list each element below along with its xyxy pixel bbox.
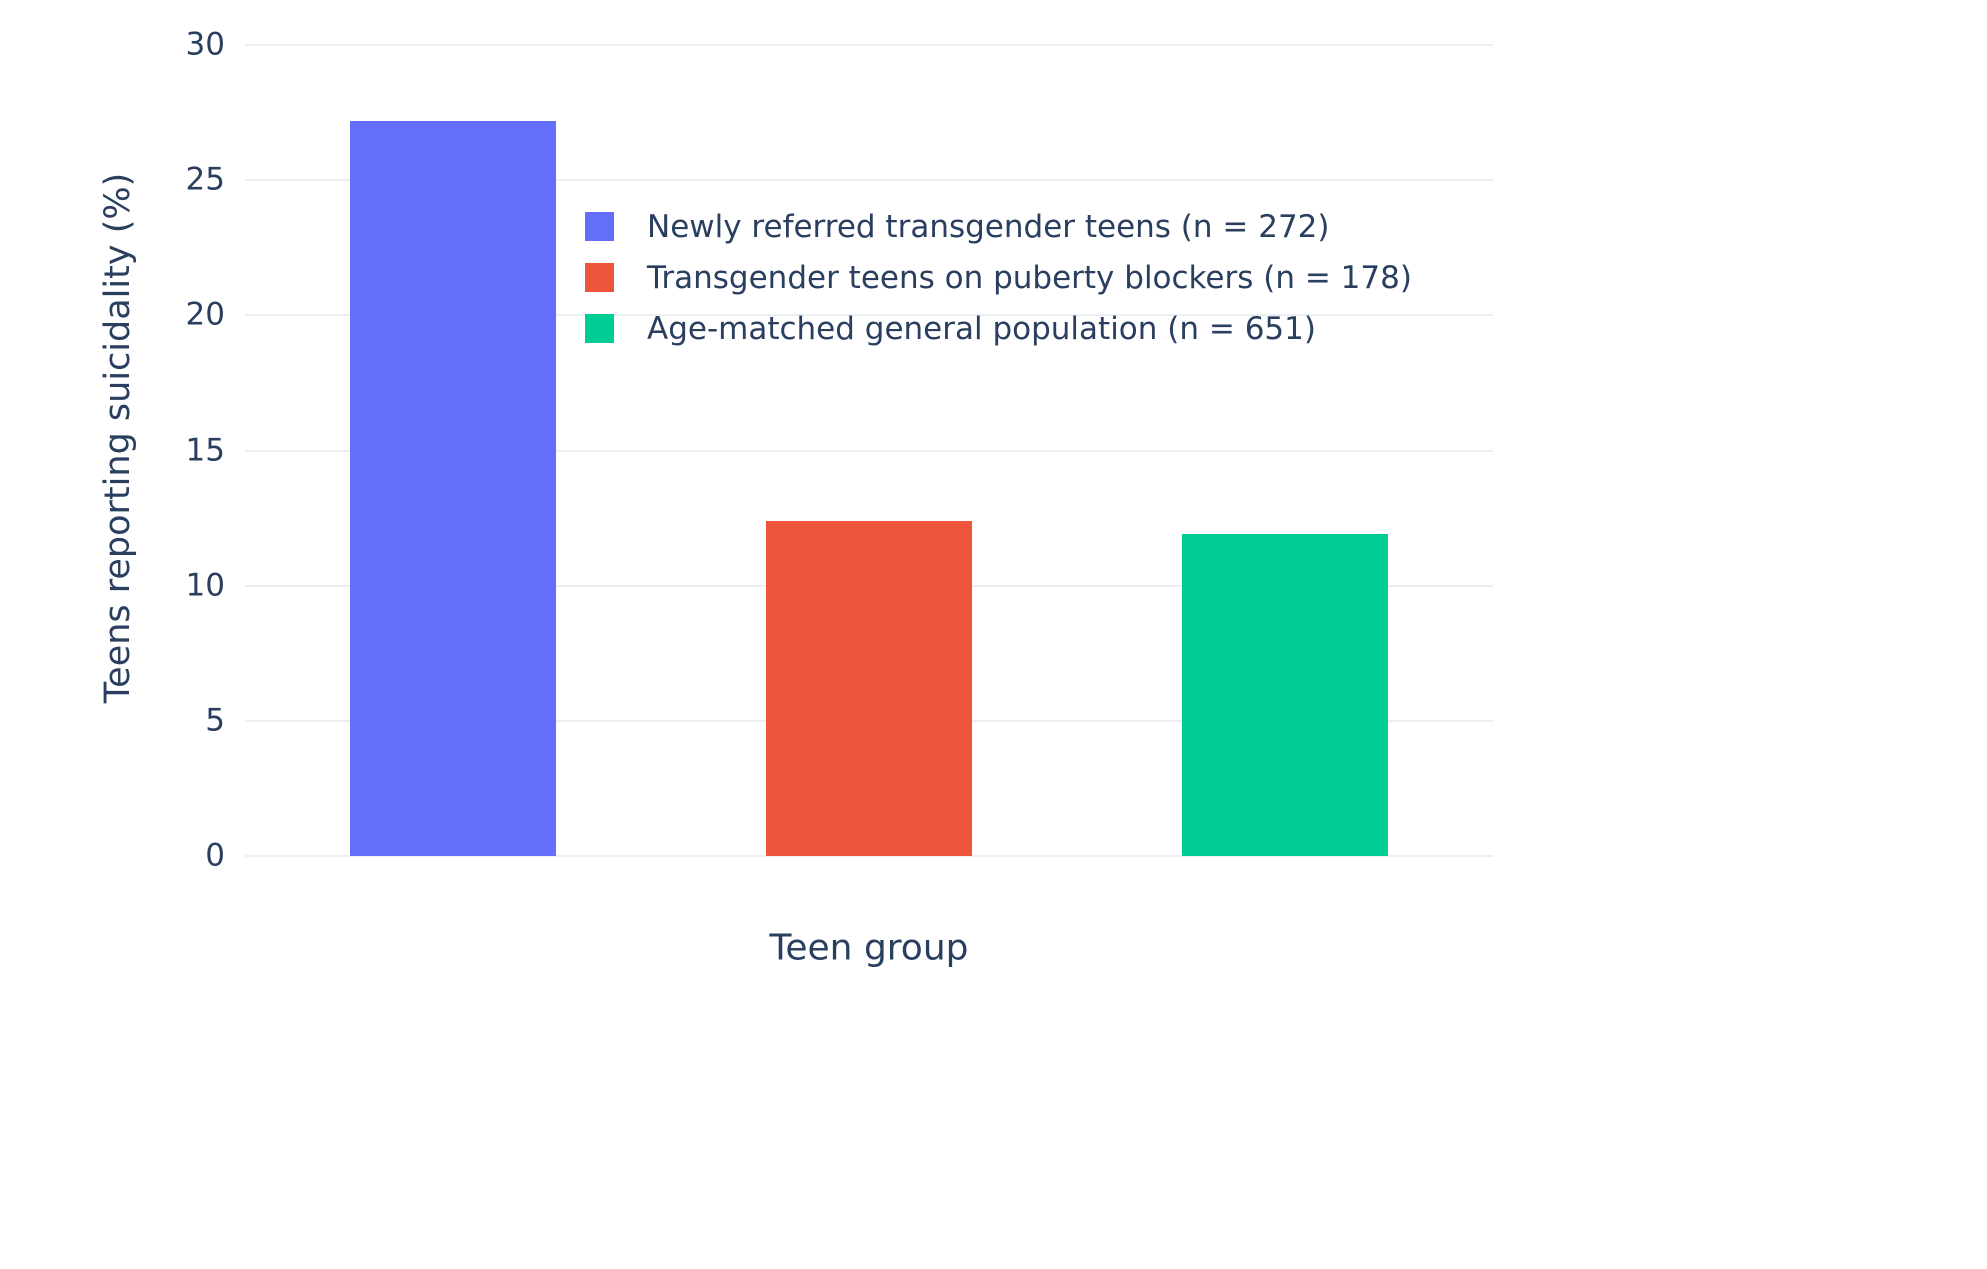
gridline bbox=[245, 855, 1493, 857]
legend-label: Newly referred transgender teens (n = 27… bbox=[647, 208, 1330, 245]
plot-area bbox=[245, 44, 1493, 857]
x-axis-title: Teen group bbox=[769, 927, 969, 969]
bar-3 bbox=[1182, 534, 1388, 856]
gridline bbox=[245, 314, 1493, 317]
bar-1 bbox=[350, 120, 556, 856]
gridline bbox=[245, 449, 1493, 452]
bar-2 bbox=[766, 520, 972, 856]
y-tick-label: 5 bbox=[205, 702, 225, 739]
legend-swatch bbox=[585, 314, 614, 343]
y-tick-label: 20 bbox=[185, 296, 225, 333]
y-axis-title: Teens reporting suicidality (%) bbox=[98, 172, 138, 704]
gridline bbox=[245, 179, 1493, 182]
y-tick-label: 15 bbox=[185, 432, 225, 468]
gridline bbox=[245, 44, 1493, 46]
legend-item[interactable]: Age-matched general population (n = 651) bbox=[585, 303, 1412, 354]
y-tick-label: 10 bbox=[185, 567, 225, 604]
legend: Newly referred transgender teens (n = 27… bbox=[585, 201, 1412, 354]
legend-label: Transgender teens on puberty blockers (n… bbox=[647, 259, 1412, 296]
legend-swatch bbox=[585, 212, 614, 241]
legend-item[interactable]: Newly referred transgender teens (n = 27… bbox=[585, 201, 1412, 252]
y-tick-label: 0 bbox=[205, 837, 225, 874]
y-axis: 0 5 10 15 20 25 30 bbox=[0, 29, 225, 871]
legend-label: Age-matched general population (n = 651) bbox=[647, 310, 1316, 347]
legend-item[interactable]: Transgender teens on puberty blockers (n… bbox=[585, 252, 1412, 303]
legend-swatch bbox=[585, 263, 614, 292]
y-tick-label: 30 bbox=[185, 26, 225, 63]
y-tick-label: 25 bbox=[185, 161, 225, 198]
